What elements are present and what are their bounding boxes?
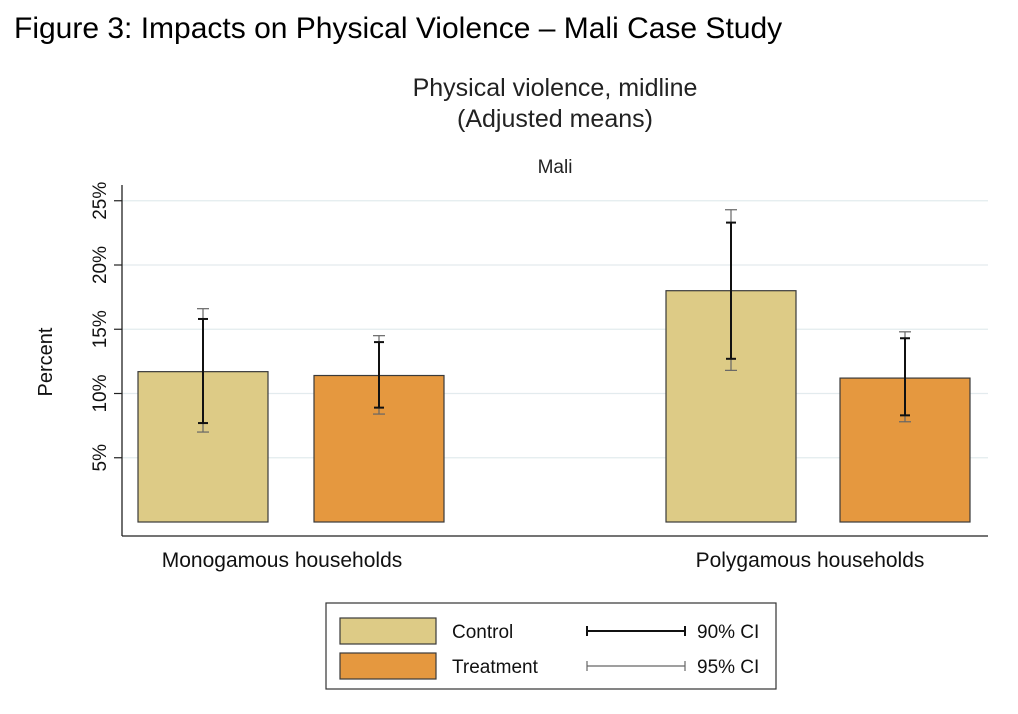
x-category-label: Monogamous households <box>162 549 403 572</box>
y-tick-label: 20% <box>90 246 111 284</box>
legend-label: 90% CI <box>697 622 759 643</box>
bar-treatment <box>839 377 971 523</box>
legend-swatch <box>339 617 437 645</box>
legend: Control 90% CI Treatment 95% CI <box>325 602 777 690</box>
bars <box>137 290 971 523</box>
error-bars <box>197 209 911 433</box>
y-tick-label: 25% <box>90 182 111 220</box>
figure-caption: Figure 3: Impacts on Physical Violence –… <box>14 12 783 45</box>
legend-label: 95% CI <box>697 657 759 678</box>
y-axis-label: Percent <box>35 327 57 396</box>
axes: 5% 10% 15% 20% 25% Monogamous households Polyg… <box>90 182 988 572</box>
y-tick-label: 15% <box>90 310 111 348</box>
x-category-label: Polygamous households <box>696 549 925 572</box>
y-tick-label: 5% <box>90 444 111 472</box>
legend-label: Treatment <box>452 657 539 678</box>
y-tick-label: 10% <box>90 374 111 412</box>
legend-swatch <box>339 652 437 680</box>
panel-label: Mali <box>538 157 573 178</box>
legend-label: Control <box>452 622 513 643</box>
chart-title: Physical violence, midline <box>413 74 698 102</box>
chart-subtitle: (Adjusted means) <box>457 105 653 133</box>
